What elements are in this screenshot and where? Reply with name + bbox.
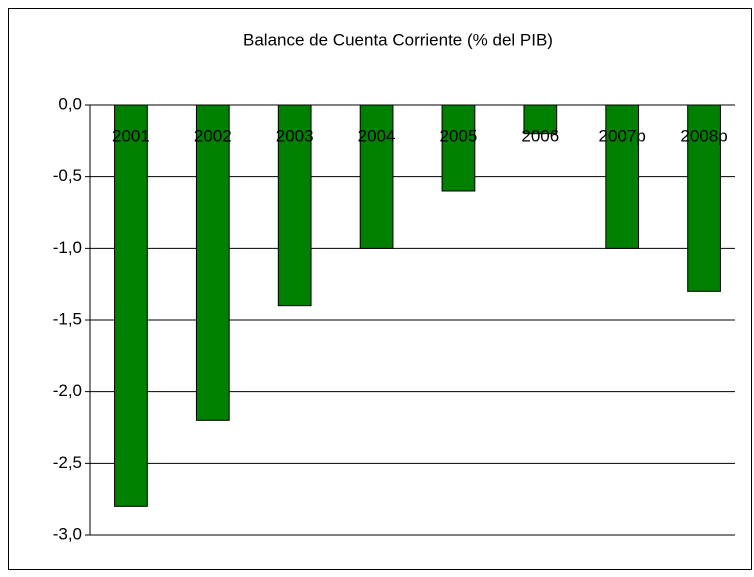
- x-tick-label: 2002: [194, 126, 232, 145]
- bar: [605, 104, 640, 249]
- bar: [441, 104, 476, 192]
- x-tick-label: 2007p: [599, 126, 646, 145]
- bar: [359, 104, 394, 249]
- x-tick-label: 2004: [358, 126, 396, 145]
- bar: [114, 104, 148, 507]
- x-tick-label: 2008p: [680, 126, 727, 145]
- y-tick-label: -2,0: [53, 381, 82, 400]
- x-tick-label: 2003: [276, 126, 314, 145]
- y-tick-label: -1,0: [53, 238, 82, 257]
- x-tick-label: 2006: [521, 126, 559, 145]
- chart-title: Balance de Cuenta Corriente (% del PIB): [243, 30, 553, 49]
- bar: [687, 104, 721, 292]
- y-tick-label: -0,5: [53, 166, 82, 185]
- y-tick-label: -3,0: [53, 524, 82, 543]
- bar: [195, 104, 230, 421]
- y-tick-label: 0,0: [58, 94, 82, 113]
- bar: [523, 104, 558, 135]
- y-tick-label: -1,5: [53, 309, 82, 328]
- x-tick-label: 2005: [440, 126, 478, 145]
- y-tick-label: -2,5: [53, 453, 82, 472]
- bar: [277, 104, 312, 307]
- x-tick-label: 2001: [112, 126, 150, 145]
